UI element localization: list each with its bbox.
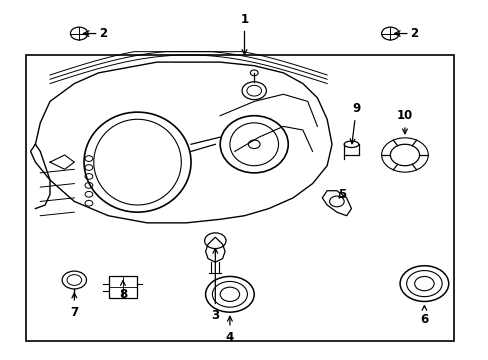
Text: 8: 8 — [119, 281, 127, 301]
Polygon shape — [205, 237, 224, 262]
Text: 2: 2 — [409, 27, 417, 40]
Text: 1: 1 — [240, 13, 248, 54]
Polygon shape — [322, 191, 351, 216]
Text: 3: 3 — [211, 248, 219, 322]
Bar — [26, 55, 453, 341]
Text: 9: 9 — [349, 102, 360, 144]
Text: 4: 4 — [225, 316, 234, 344]
Text: 2: 2 — [99, 27, 106, 40]
Bar — [109, 276, 136, 298]
Text: 10: 10 — [396, 109, 412, 134]
Text: 7: 7 — [70, 293, 78, 319]
Circle shape — [250, 70, 258, 76]
Text: 5: 5 — [337, 188, 345, 201]
Text: 6: 6 — [419, 306, 427, 326]
